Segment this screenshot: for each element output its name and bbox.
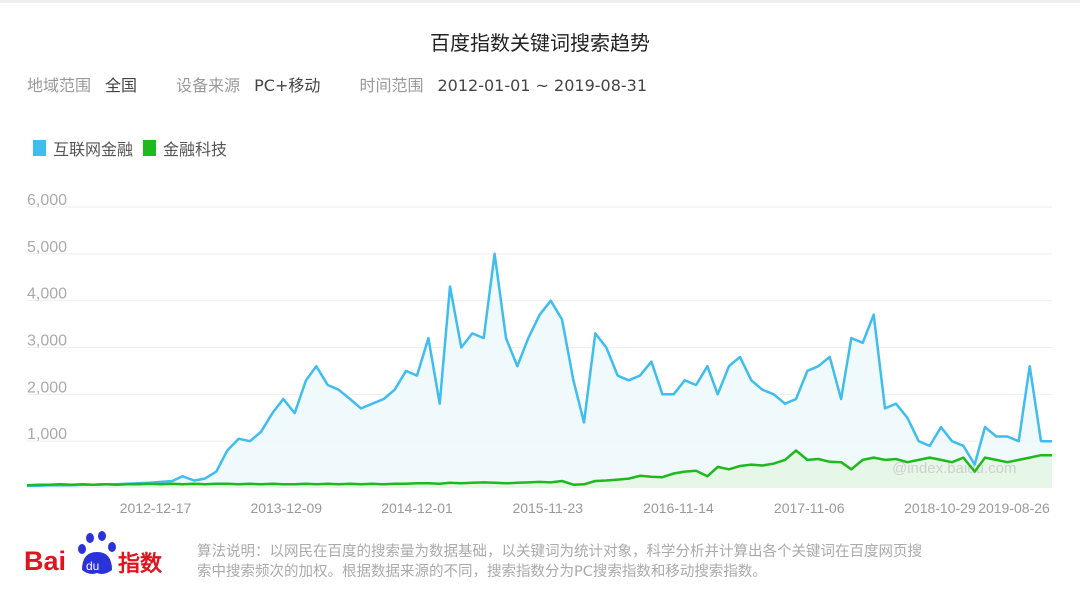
trend-chart: 1,000 2,000 3,000 4,000 5,000 6,000 2012-12-17…	[26, 192, 1052, 516]
device-value[interactable]: PC+移动	[254, 76, 321, 95]
device-label: 设备来源	[176, 76, 241, 95]
filter-row: 地域范围 全国 设备来源 PC+移动 时间范围 2012-01-01 ~ 2019-0…	[27, 72, 681, 96]
y-tick-label: 6,000	[27, 192, 67, 209]
baidu-index-logo: Bai du 指数	[24, 531, 163, 577]
legend-swatch-icon	[143, 140, 157, 156]
note-line: 索中搜索频次的加权。根据数据来源的不同，搜索指数分为PC搜索指数和移动搜索指数。	[197, 564, 767, 580]
series-area-1	[27, 253, 1052, 488]
svg-text:du: du	[86, 559, 99, 573]
note-line: 算法说明：以网民在百度的搜索量为数据基础，以关键词为统计对象，科学分析并计算出各…	[197, 544, 922, 560]
page-title: 百度指数关键词搜索趋势	[430, 31, 650, 55]
x-tick-label: 2018-10-29	[904, 500, 976, 516]
legend-swatch-icon	[33, 140, 46, 156]
y-tick-label: 3,000	[27, 333, 67, 350]
region-value[interactable]: 全国	[105, 76, 138, 95]
time-range-label: 时间范围	[359, 76, 424, 95]
legend-label: 互联网金融	[53, 140, 134, 159]
svg-text:Bai: Bai	[24, 546, 66, 576]
x-tick-label: 2012-12-17	[120, 500, 192, 516]
legend-item-fintech[interactable]: 金融科技	[143, 136, 227, 160]
legend-item-internet-finance[interactable]: 互联网金融	[33, 136, 133, 160]
svg-text:指数: 指数	[118, 551, 163, 577]
y-tick-label: 4,000	[27, 286, 67, 303]
y-tick-label: 1,000	[27, 426, 67, 443]
x-tick-label: 2015-11-23	[512, 500, 583, 516]
watermark: @index.baidu.com	[892, 460, 1016, 477]
x-tick-label: 2014-12-01	[381, 500, 453, 516]
legend: 互联网金融 金融科技	[33, 136, 227, 160]
series-area-2	[27, 450, 1052, 488]
region-label: 地域范围	[27, 76, 92, 95]
x-tick-label: 2013-12-09	[250, 500, 322, 516]
y-tick-label: 2,000	[27, 379, 67, 396]
x-tick-label: 2017-11-06	[774, 500, 845, 516]
legend-label: 金融科技	[163, 140, 228, 159]
y-tick-label: 5,000	[27, 239, 67, 256]
x-tick-label: 2016-11-14	[643, 500, 714, 516]
x-tick-label: 2019-08-26	[978, 500, 1050, 516]
time-range-value[interactable]: 2012-01-01 ~ 2019-08-31	[437, 76, 648, 95]
algorithm-note: 算法说明：以网民在百度的搜索量为数据基础，以关键词为统计对象，科学分析并计算出各…	[197, 542, 1057, 582]
